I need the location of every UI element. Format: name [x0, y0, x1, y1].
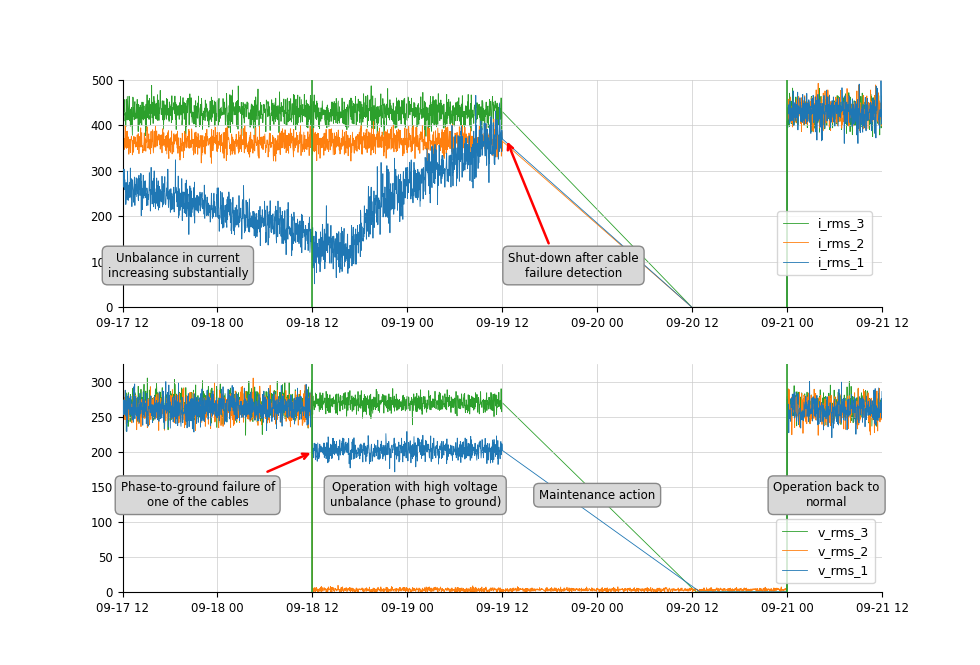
i_rms_2: [861, 102, 873, 110]
Line: i_rms_1: i_rms_1: [122, 81, 882, 307]
v_rms_3: [690, 588, 702, 596]
i_rms_3: [861, 101, 873, 109]
i_rms_3: [876, 92, 888, 100]
Text: Operation back to
normal: Operation back to normal: [773, 481, 880, 509]
v_rms_2: [763, 589, 775, 597]
Text: Unbalance in current
increasing substantially: Unbalance in current increasing substant…: [108, 251, 248, 279]
i_rms_3: [408, 98, 419, 106]
Text: Phase-to-ground failure of
one of the cables: Phase-to-ground failure of one of the ca…: [121, 481, 274, 509]
i_rms_2: [248, 132, 260, 140]
v_rms_2: [441, 585, 453, 593]
i_rms_1: [861, 94, 873, 102]
v_rms_1: [203, 394, 215, 402]
i_rms_2: [876, 104, 888, 112]
v_rms_2: [861, 399, 873, 407]
i_rms_2: [203, 134, 215, 142]
v_rms_2: [117, 394, 128, 402]
v_rms_1: [876, 388, 888, 396]
v_rms_1: [248, 406, 260, 414]
i_rms_3: [204, 107, 216, 115]
i_rms_2: [441, 127, 453, 135]
Legend: v_rms_3, v_rms_2, v_rms_1: v_rms_3, v_rms_2, v_rms_1: [776, 519, 875, 583]
Legend: i_rms_3, i_rms_2, i_rms_1: i_rms_3, i_rms_2, i_rms_1: [777, 211, 872, 275]
v_rms_3: [861, 399, 873, 407]
v_rms_2: [876, 414, 888, 422]
i_rms_1: [876, 114, 888, 122]
i_rms_1: [780, 303, 792, 311]
v_rms_3: [117, 416, 128, 424]
i_rms_3: [146, 82, 158, 90]
i_rms_1: [203, 201, 215, 209]
Text: Operation with high voltage
unbalance (phase to ground): Operation with high voltage unbalance (p…: [329, 481, 501, 509]
v_rms_3: [408, 396, 419, 404]
i_rms_3: [117, 101, 128, 109]
v_rms_3: [876, 410, 888, 418]
v_rms_3: [204, 404, 216, 412]
i_rms_1: [875, 77, 887, 85]
i_rms_1: [117, 176, 128, 184]
i_rms_1: [408, 192, 419, 200]
i_rms_1: [686, 303, 698, 311]
i_rms_3: [441, 120, 453, 128]
v_rms_3: [780, 588, 792, 596]
Text: Shut-down after cable
failure detection: Shut-down after cable failure detection: [509, 251, 639, 279]
i_rms_2: [780, 303, 792, 311]
Line: i_rms_3: i_rms_3: [122, 86, 882, 307]
i_rms_3: [249, 105, 261, 113]
i_rms_1: [441, 149, 453, 157]
i_rms_2: [686, 303, 698, 311]
i_rms_2: [408, 134, 419, 142]
v_rms_2: [408, 587, 419, 595]
i_rms_1: [248, 232, 260, 240]
v_rms_3: [441, 395, 453, 403]
Line: i_rms_2: i_rms_2: [122, 83, 882, 307]
v_rms_1: [441, 460, 453, 467]
v_rms_1: [780, 588, 792, 596]
Text: Maintenance action: Maintenance action: [539, 489, 656, 501]
v_rms_2: [203, 404, 215, 412]
i_rms_3: [780, 303, 792, 311]
v_rms_2: [780, 585, 792, 593]
v_rms_1: [804, 378, 815, 386]
i_rms_2: [117, 146, 128, 154]
v_rms_1: [117, 404, 128, 412]
v_rms_2: [247, 374, 259, 382]
v_rms_3: [249, 416, 261, 424]
i_rms_3: [686, 303, 698, 311]
Line: v_rms_2: v_rms_2: [122, 378, 882, 593]
v_rms_1: [694, 588, 706, 596]
v_rms_3: [141, 374, 153, 382]
v_rms_1: [408, 444, 419, 452]
i_rms_2: [812, 79, 824, 87]
Line: v_rms_3: v_rms_3: [122, 378, 882, 592]
Line: v_rms_1: v_rms_1: [122, 382, 882, 592]
v_rms_1: [861, 408, 873, 416]
v_rms_2: [249, 410, 261, 418]
